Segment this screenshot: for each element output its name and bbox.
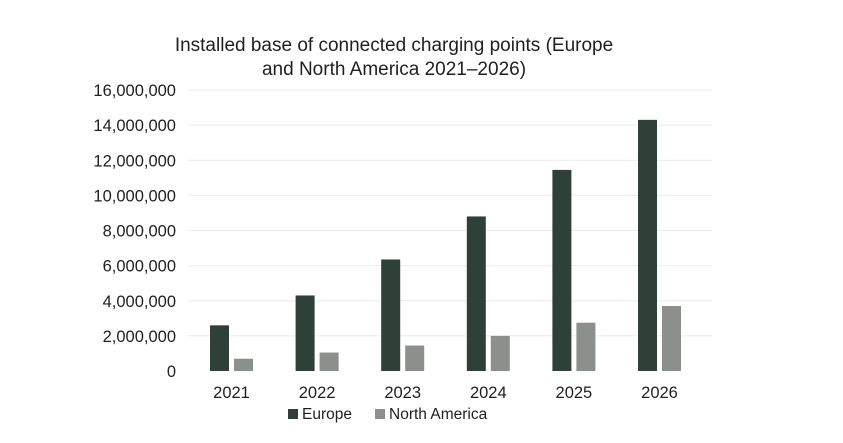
x-tick-label: 2025 — [556, 384, 593, 402]
chart-title-line-1: Installed base of connected charging poi… — [175, 35, 613, 56]
y-tick-label: 16,000,000 — [93, 82, 176, 100]
bar-north-america-2021 — [234, 358, 253, 371]
gridlines — [188, 89, 712, 337]
x-tick-label: 2021 — [213, 384, 250, 402]
bar-europe-2024 — [466, 216, 486, 371]
y-tick-label: 0 — [167, 363, 176, 381]
legend-label-europe: Europe — [302, 406, 352, 423]
legend-label-north-america: North America — [389, 406, 488, 423]
bar-north-america-2026 — [662, 306, 681, 371]
bar-north-america-2025 — [576, 322, 596, 371]
x-tick-label: 2026 — [641, 384, 678, 402]
y-tick-label: 4,000,000 — [103, 293, 176, 311]
x-tick-label: 2022 — [299, 384, 336, 402]
y-tick-label: 2,000,000 — [103, 328, 176, 346]
y-tick-label: 8,000,000 — [103, 223, 176, 241]
bar-north-america-2024 — [490, 335, 510, 371]
legend-swatch-north-america — [375, 409, 385, 419]
chart-title-group: Installed base of connected charging poi… — [175, 35, 613, 80]
bar-europe-2026 — [638, 119, 657, 371]
y-tick-label: 12,000,000 — [93, 152, 176, 170]
bar-europe-2022 — [295, 295, 315, 371]
legend-swatch-europe — [288, 409, 298, 419]
bar-europe-2023 — [381, 259, 401, 371]
bar-europe-2021 — [210, 325, 229, 371]
x-tick-label: 2024 — [470, 384, 507, 402]
bars — [210, 119, 681, 371]
y-tick-label: 14,000,000 — [93, 117, 176, 135]
y-tick-label: 6,000,000 — [103, 258, 176, 276]
chart-title-line-2: and North America 2021–2026) — [262, 59, 526, 80]
bar-north-america-2023 — [405, 345, 425, 371]
y-axis-tick-labels: 0 2,000,000 4,000,000 6,000,000 8,000,000 10,… — [93, 82, 176, 381]
bar-north-america-2022 — [319, 352, 339, 371]
x-axis-tick-labels: 2021 2022 2023 2024 2025 2026 — [213, 384, 678, 402]
x-tick-label: 2023 — [384, 384, 421, 402]
legend: Europe North America — [288, 406, 488, 423]
bar-europe-2025 — [552, 169, 572, 371]
y-tick-label: 10,000,000 — [93, 187, 176, 205]
